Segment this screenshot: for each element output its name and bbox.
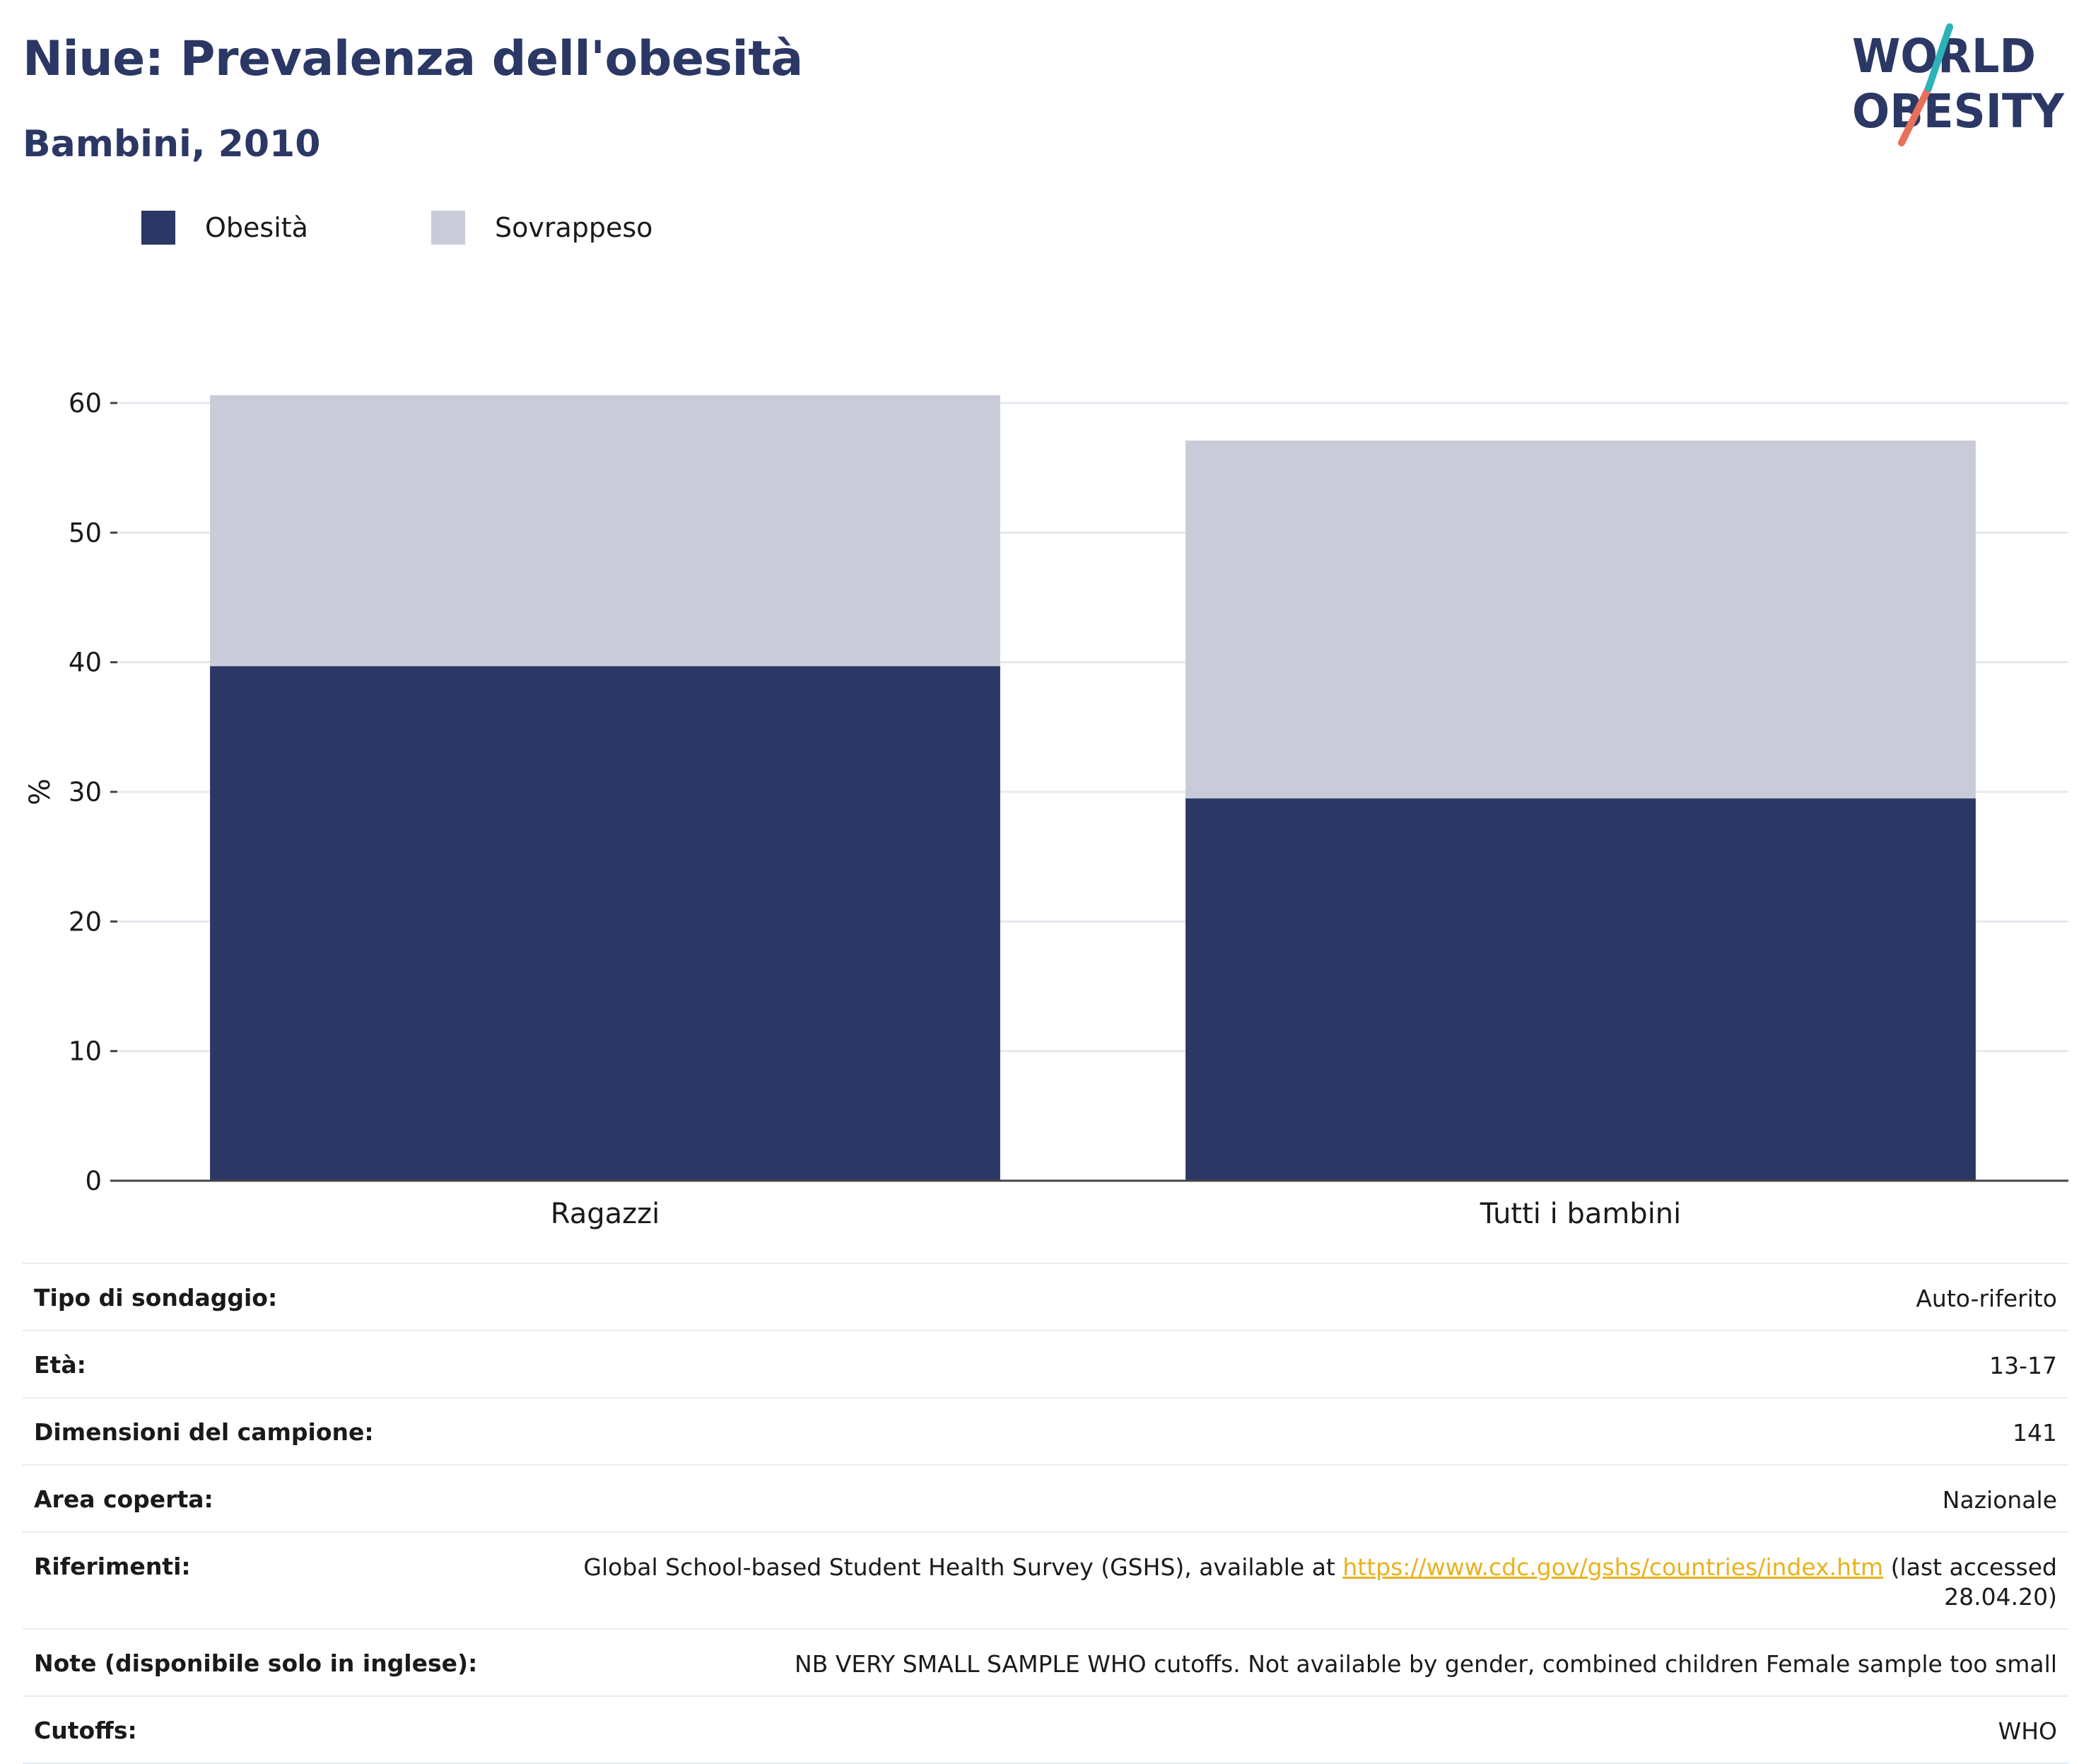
info-label: Dimensioni del campione: bbox=[23, 1396, 489, 1465]
bar-overweight-boys bbox=[210, 395, 1000, 667]
logo-slash-orange bbox=[1898, 85, 1932, 146]
info-value: WHO bbox=[488, 1695, 2068, 1764]
info-row-age: Età: 13-17 bbox=[23, 1329, 2068, 1398]
legend-label-obesity: Obesità bbox=[205, 212, 308, 243]
info-value: NB VERY SMALL SAMPLE WHO cutoffs. Not av… bbox=[488, 1628, 2068, 1697]
y-tick-label: 20 bbox=[69, 906, 102, 937]
y-tick-label: 50 bbox=[69, 518, 102, 548]
survey-info-table: Tipo di sondaggio: Auto-riferito Età: 13… bbox=[23, 1263, 2068, 1764]
y-tick-label: 10 bbox=[69, 1036, 102, 1067]
info-label: Cutoffs: bbox=[23, 1695, 489, 1764]
legend-swatch-obesity bbox=[141, 211, 175, 245]
page-subtitle: Bambini, 2010 bbox=[23, 123, 321, 165]
info-label: Note (disponibile solo in inglese): bbox=[23, 1628, 489, 1697]
legend-label-overweight: Sovrappeso bbox=[495, 212, 653, 243]
page-title: Niue: Prevalenza dell'obesità bbox=[23, 31, 803, 87]
info-label: Riferimenti: bbox=[23, 1531, 489, 1630]
stacked-bar-chart: 0 10 20 30 40 50 60% Ragazzi Tutti i bambini bbox=[24, 388, 2068, 1230]
logo-slash-teal bbox=[1925, 23, 1953, 92]
info-row-area: Area coperta: Nazionale bbox=[23, 1464, 2068, 1532]
legend-item-overweight: Sovrappeso bbox=[431, 209, 652, 246]
info-label: Tipo di sondaggio: bbox=[23, 1263, 489, 1331]
info-row-survey-type: Tipo di sondaggio: Auto-riferito bbox=[23, 1263, 2068, 1331]
world-obesity-logo: WORLD OBESITY bbox=[1852, 23, 2065, 146]
logo-word-obesity: OBESITY bbox=[1852, 84, 2065, 139]
references-link[interactable]: https://www.cdc.gov/gshs/countries/index… bbox=[1342, 1553, 1884, 1581]
legend-item-obesity: Obesità bbox=[141, 209, 308, 246]
y-tick-label: 60 bbox=[69, 388, 102, 419]
info-value: Global School-based Student Health Surve… bbox=[488, 1531, 2068, 1630]
x-tick-label: Tutti i bambini bbox=[1480, 1198, 1682, 1230]
references-text: Global School-based Student Health Surve… bbox=[583, 1553, 1343, 1581]
y-tick-label: 40 bbox=[69, 648, 102, 678]
info-value: 141 bbox=[488, 1396, 2068, 1465]
bar-obesity-boys bbox=[210, 666, 1000, 1181]
x-tick-label: Ragazzi bbox=[551, 1198, 660, 1230]
y-tick-label: 0 bbox=[85, 1166, 102, 1196]
info-value: Nazionale bbox=[488, 1464, 2068, 1532]
bar-obesity-all-children bbox=[1185, 798, 1976, 1181]
legend-swatch-overweight bbox=[431, 211, 465, 245]
info-value: Auto-riferito bbox=[488, 1263, 2068, 1331]
y-tick-label: 30 bbox=[69, 777, 102, 807]
info-value: 13-17 bbox=[488, 1329, 2068, 1398]
references-text-end: (last accessed 28.04.20) bbox=[1883, 1553, 2057, 1611]
info-row-notes: Note (disponibile solo in inglese): NB V… bbox=[23, 1628, 2068, 1697]
y-axis-label: % bbox=[24, 778, 57, 805]
bar-overweight-all-children bbox=[1185, 440, 1976, 799]
info-row-sample-size: Dimensioni del campione: 141 bbox=[23, 1396, 2068, 1465]
info-label: Area coperta: bbox=[23, 1464, 489, 1532]
info-label: Età: bbox=[23, 1329, 489, 1398]
info-row-references: Riferimenti: Global School-based Student… bbox=[23, 1531, 2068, 1630]
info-row-cutoffs: Cutoffs: WHO bbox=[23, 1695, 2068, 1764]
